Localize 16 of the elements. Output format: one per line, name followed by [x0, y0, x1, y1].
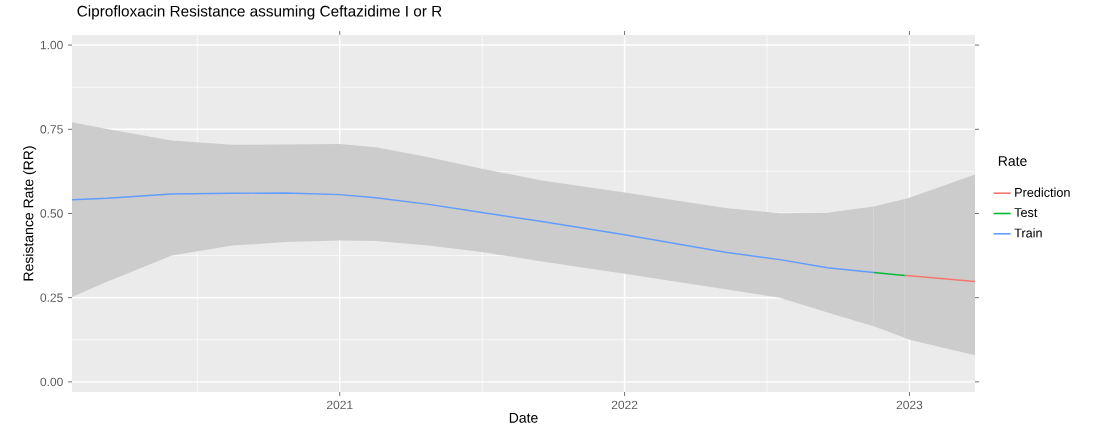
- y-tick-label: 0.75: [40, 125, 63, 134]
- legend-title: Rate: [998, 156, 1027, 166]
- y-tick-label: 0.00: [40, 377, 63, 387]
- y-axis-title: Resistance Rate (RR): [23, 146, 37, 281]
- line-series: [71, 192, 875, 274]
- x-tick-label: 2022: [611, 400, 638, 410]
- y-tick-label: 1.00: [40, 40, 63, 50]
- y-tick-label: 0.50: [40, 209, 63, 218]
- legend-label: Test: [1014, 208, 1038, 217]
- y-tick-label: 0.25: [40, 293, 63, 302]
- legend-label: Prediction: [1015, 187, 1070, 197]
- x-tick-label: 2021: [327, 400, 353, 410]
- legend-label: Train: [1014, 228, 1042, 238]
- chart-title: Ciprofloxacin Resistance assuming Ceftazidime I or R: [77, 5, 442, 20]
- x-tick-label: 2023: [896, 400, 923, 410]
- x-axis-title: Date: [509, 413, 538, 423]
